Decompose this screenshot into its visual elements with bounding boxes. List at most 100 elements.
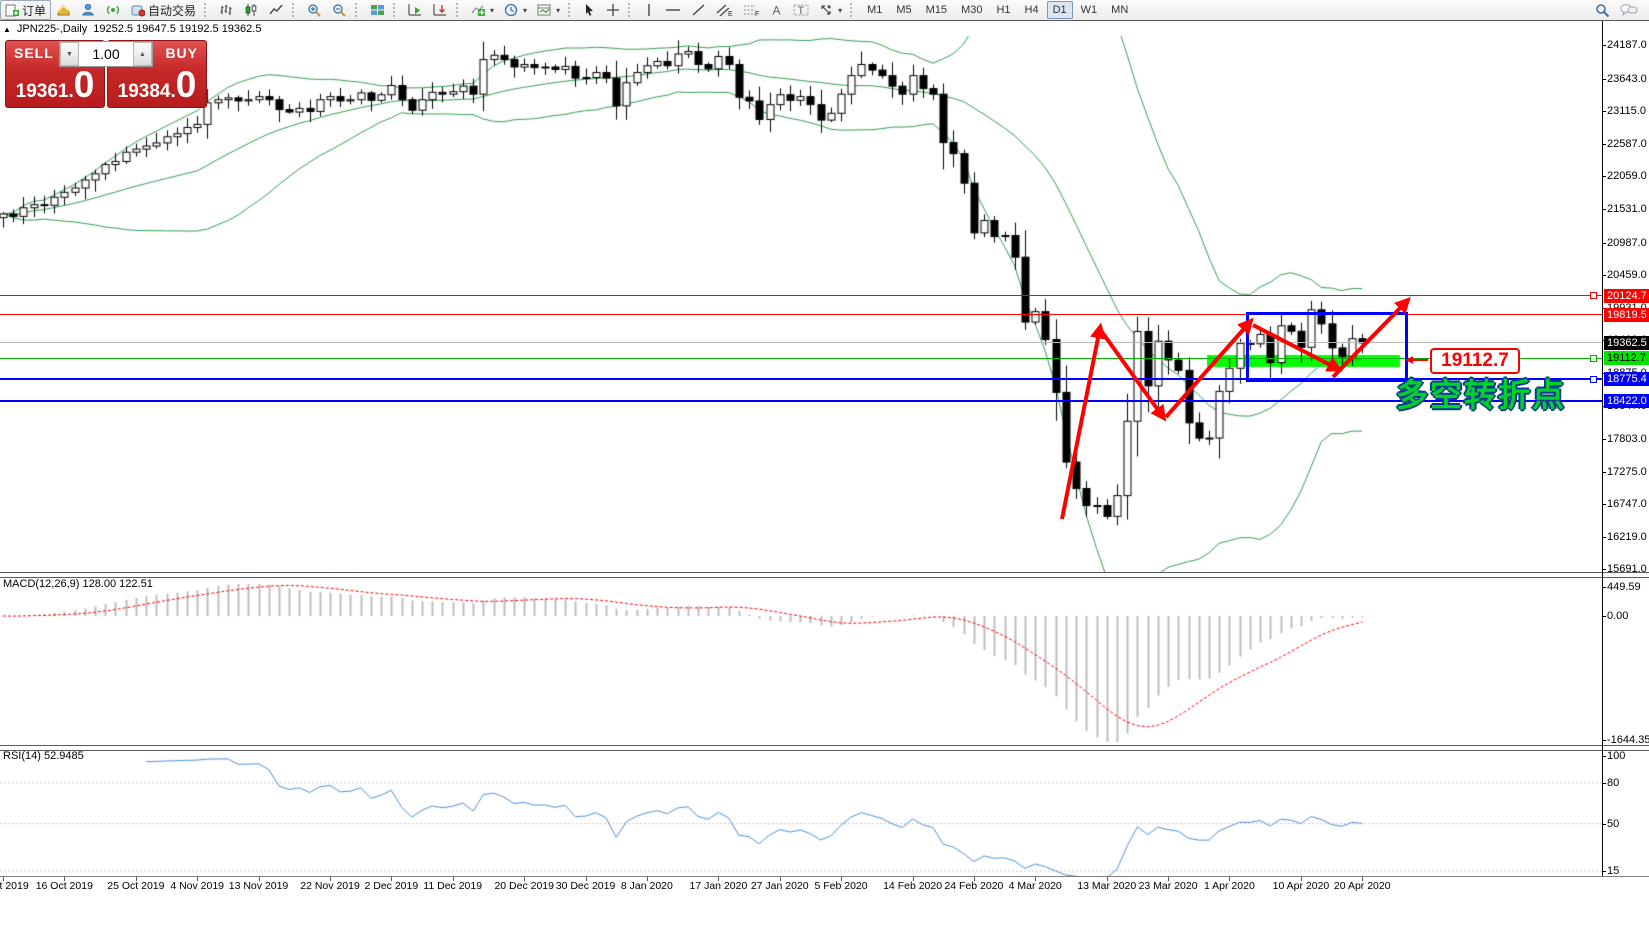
- arrows-button[interactable]: ▾: [814, 0, 847, 20]
- price-axis-tick: [1602, 78, 1606, 80]
- price-axis-flag-18775.4: 18775.4: [1604, 372, 1649, 387]
- tile-windows-button[interactable]: [365, 0, 390, 20]
- support-price-callout[interactable]: 19112.7: [1430, 348, 1520, 374]
- equidistant-channel-button[interactable]: E: [711, 0, 738, 20]
- search-button[interactable]: [1590, 0, 1615, 20]
- svg-text:A: A: [773, 4, 781, 18]
- price-axis-label: 22587.0: [1607, 137, 1647, 150]
- trendline-icon: [692, 4, 705, 16]
- volume-decrease-button[interactable]: ▼: [60, 42, 79, 66]
- sell-price: 19361.0: [15, 64, 95, 105]
- templates-button[interactable]: ▾: [532, 0, 565, 20]
- candlestick-chart-button[interactable]: [239, 0, 264, 20]
- macd-panel-splitter[interactable]: [0, 572, 1649, 578]
- trendline-button[interactable]: [686, 0, 711, 20]
- chart-plot-canvas[interactable]: [0, 36, 1602, 876]
- timeframe-M15[interactable]: M15: [925, 4, 948, 16]
- timeframe-H4[interactable]: H4: [1024, 4, 1039, 16]
- market-watch-button[interactable]: [51, 0, 76, 20]
- rsi-panel-splitter[interactable]: [0, 745, 1649, 751]
- text-button[interactable]: A: [765, 0, 788, 20]
- crosshair-button[interactable]: [601, 0, 625, 20]
- timeframe-M30[interactable]: M30: [961, 4, 983, 16]
- timeframe-H1[interactable]: H1: [996, 4, 1011, 16]
- hline-handle[interactable]: [1590, 375, 1597, 383]
- periods-dropdown-caret[interactable]: ▾: [523, 5, 528, 15]
- fibonacci-button[interactable]: F: [738, 0, 765, 20]
- hline-19362.5[interactable]: [0, 342, 1602, 344]
- volume-control: ▼ ▲: [59, 41, 153, 67]
- signal-icon: [107, 5, 120, 15]
- date-axis-tick: [912, 877, 914, 881]
- new-order-button[interactable]: 订单: [0, 0, 52, 20]
- rsi-readout: RSI(14) 52.9485: [3, 750, 84, 762]
- svg-text:T: T: [798, 5, 805, 17]
- timeframe-M1[interactable]: M1: [867, 4, 883, 16]
- hline-handle[interactable]: [1590, 292, 1597, 300]
- horizontal-line-button[interactable]: [660, 0, 686, 20]
- text-label-button[interactable]: T: [788, 0, 814, 20]
- zoom-out-button[interactable]: [327, 0, 352, 20]
- hline-19819.5[interactable]: [0, 314, 1602, 316]
- periods-button[interactable]: ▾: [499, 0, 532, 20]
- price-axis-flag-20124.7: 20124.7: [1604, 288, 1649, 303]
- chat-button[interactable]: [1615, 0, 1643, 20]
- bar-chart-button[interactable]: [214, 0, 239, 20]
- templates-dropdown-caret[interactable]: ▾: [556, 5, 561, 15]
- price-axis-flag-19362.5: 19362.5: [1604, 335, 1649, 350]
- text-label-icon: T: [793, 4, 809, 17]
- buy-price: 19384.0: [117, 64, 197, 105]
- autotrade-button[interactable]: 自动交易: [126, 0, 201, 20]
- timeframe-M5[interactable]: M5: [896, 4, 912, 16]
- volume-input[interactable]: [79, 42, 133, 66]
- auto-scroll-button[interactable]: [403, 0, 428, 20]
- indicators-button[interactable]: ▾: [466, 0, 499, 20]
- line-chart-button[interactable]: [264, 0, 289, 20]
- timeframe-D1[interactable]: D1: [1046, 1, 1073, 19]
- svg-text:E: E: [728, 11, 733, 17]
- rsi-axis-tick: [1602, 756, 1606, 757]
- indicators-dropdown-caret[interactable]: ▾: [490, 5, 495, 15]
- chart-shift-button[interactable]: [428, 0, 453, 20]
- line-chart-icon: [269, 4, 283, 15]
- volume-increase-button[interactable]: ▲: [133, 42, 152, 66]
- macd-axis-tick: [1602, 616, 1606, 617]
- price-axis-label: 21531.0: [1607, 202, 1647, 215]
- support-zone-band[interactable]: [1207, 355, 1400, 367]
- hline-handle[interactable]: [1590, 354, 1597, 362]
- vertical-line-button[interactable]: [638, 0, 660, 20]
- consolidation-rectangle[interactable]: [1246, 312, 1408, 382]
- toolbar-grip: [355, 3, 362, 17]
- timeframe-MN[interactable]: MN: [1111, 4, 1129, 16]
- date-axis-label: 20 Apr 2020: [1333, 880, 1391, 892]
- hline-18422.0[interactable]: [0, 399, 1602, 402]
- price-axis-tick: [1602, 471, 1606, 473]
- date-axis-label: 23 Mar 2020: [1138, 880, 1198, 892]
- zoom-in-button[interactable]: [302, 0, 327, 20]
- date-axis-tick: [1229, 877, 1231, 881]
- arrows-dropdown-caret[interactable]: ▾: [838, 5, 843, 15]
- toolbar-grip: [850, 3, 857, 17]
- toolbar-grip: [568, 3, 575, 17]
- cursor-button[interactable]: [578, 0, 601, 20]
- price-axis-label: 24187.0: [1607, 38, 1647, 51]
- price-axis-label: 16747.0: [1607, 498, 1647, 511]
- equidistant-channel-icon: E: [716, 4, 733, 17]
- price-axis-tick: [1602, 111, 1606, 113]
- date-axis-label: 14 Feb 2020: [883, 880, 943, 892]
- hline-19112.7[interactable]: [0, 357, 1602, 359]
- signal-button[interactable]: [101, 0, 126, 20]
- date-axis-label: 4 Nov 2019: [170, 880, 225, 892]
- chart-ohlc-readout: ▲ JPN225-,Daily 19252.5 19647.5 19192.5 …: [3, 23, 261, 35]
- price-axis-label: 20459.0: [1607, 269, 1647, 282]
- symbol-marker-icon: ▲: [3, 24, 11, 34]
- hline-18775.4[interactable]: [0, 378, 1602, 381]
- timeframe-W1[interactable]: W1: [1080, 4, 1098, 16]
- data-window-button[interactable]: [76, 0, 101, 20]
- turning-point-note[interactable]: 多空转折点: [1396, 377, 1567, 413]
- date-axis-tick: [1106, 877, 1108, 881]
- date-axis-label: 20 Dec 2019: [494, 880, 554, 892]
- hline-20124.7[interactable]: [0, 295, 1602, 297]
- rsi-value: 52.9485: [43, 750, 84, 762]
- main-toolbar: 订单 自动交易: [0, 0, 1649, 21]
